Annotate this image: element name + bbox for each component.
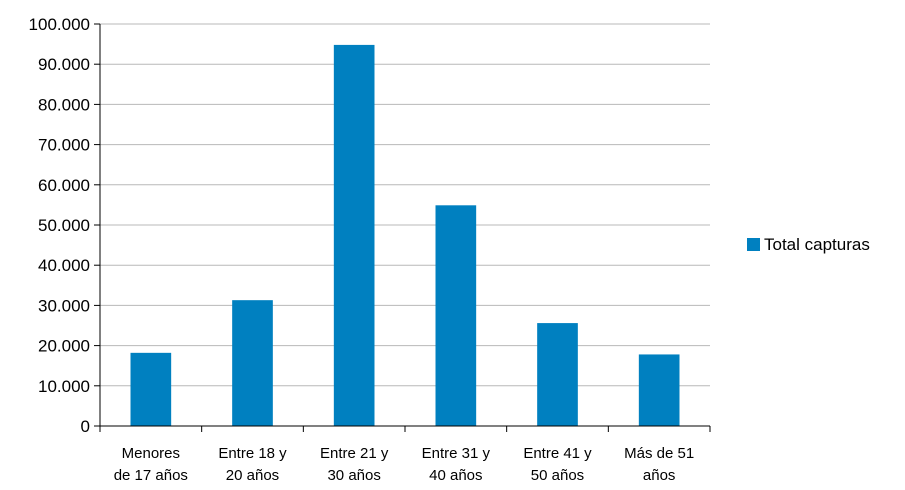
- bar: [435, 205, 477, 426]
- y-tick-label: 90.000: [38, 55, 90, 74]
- y-tick-label: 10.000: [38, 377, 90, 396]
- legend: Total capturas: [747, 235, 870, 254]
- y-tick-label: 80.000: [38, 95, 90, 114]
- legend-label: Total capturas: [764, 235, 870, 254]
- bar: [232, 300, 273, 426]
- x-axis: Menores de 17 años Entre 18 y 20 años Entre …: [99, 425, 711, 484]
- bar: [638, 354, 680, 426]
- y-tick-label: 0: [81, 417, 90, 436]
- bars: [130, 44, 680, 427]
- x-tick-label: Menores de 17 años: [114, 445, 188, 484]
- bar: [537, 323, 578, 426]
- y-tick-label: 30.000: [38, 296, 90, 315]
- y-tick-label: 70.000: [38, 136, 90, 155]
- bar: [333, 44, 375, 427]
- y-tick-label: 50.000: [38, 216, 90, 235]
- x-tick-label: Entre 21 y 30 años: [320, 445, 389, 484]
- grid-lines: [100, 23, 710, 387]
- x-tick-label: Entre 18 y 20 años: [218, 445, 287, 484]
- x-tick-label: Entre 41 y 50 años: [523, 445, 592, 484]
- x-tick-label: Más de 51 años: [624, 445, 694, 484]
- x-tick-label: Entre 31 y 40 años: [422, 445, 491, 484]
- y-tick-label: 20.000: [38, 337, 90, 356]
- y-tick-label: 60.000: [38, 176, 90, 195]
- legend-swatch: [747, 238, 760, 251]
- y-tick-label: 40.000: [38, 256, 90, 275]
- y-tick-label: 100.000: [29, 15, 90, 34]
- y-axis: 0 10.000 20.000 30.000 40.000 50.000 60.000 70.…: [29, 15, 101, 436]
- bar: [130, 352, 172, 426]
